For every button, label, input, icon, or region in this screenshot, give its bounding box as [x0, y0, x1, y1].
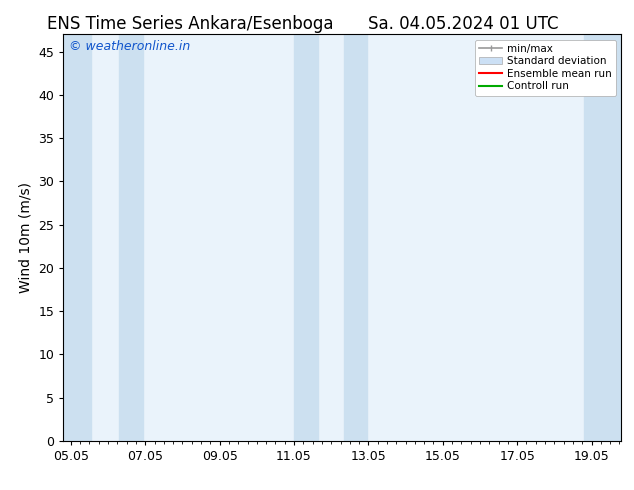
Text: ENS Time Series Ankara/Esenboga: ENS Time Series Ankara/Esenboga	[47, 15, 333, 33]
Bar	[294, 34, 318, 441]
Text: Sa. 04.05.2024 01 UTC: Sa. 04.05.2024 01 UTC	[368, 15, 558, 33]
Bar	[119, 34, 143, 441]
Bar	[63, 34, 91, 441]
Text: © weatheronline.in: © weatheronline.in	[69, 40, 190, 53]
Bar	[344, 34, 366, 441]
Legend: min/max, Standard deviation, Ensemble mean run, Controll run: min/max, Standard deviation, Ensemble me…	[475, 40, 616, 96]
Bar	[584, 34, 621, 441]
Y-axis label: Wind 10m (m/s): Wind 10m (m/s)	[19, 182, 33, 293]
